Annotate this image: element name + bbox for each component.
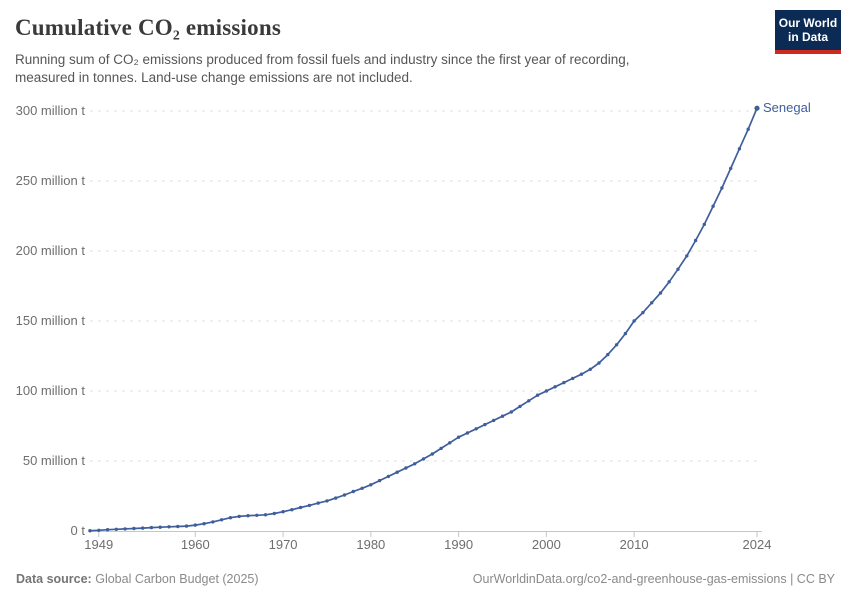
x-axis-label: 2000	[531, 537, 561, 552]
x-axis-label: 1980	[356, 537, 386, 552]
x-axis-label: 1970	[268, 537, 298, 552]
y-axis-label: 100 million t	[15, 383, 85, 398]
chart-subtitle-line1: Running sum of CO₂ emissions produced fr…	[15, 52, 630, 67]
gridlines	[90, 110, 762, 462]
y-axis-label: 0 t	[70, 523, 85, 538]
y-axis-label: 150 million t	[15, 313, 85, 328]
footer-link[interactable]: OurWorldinData.org/co2-and-greenhouse-ga…	[472, 572, 835, 586]
data-line-senegal[interactable]	[89, 107, 758, 532]
chart-subtitle-line2: measured in tonnes. Land-use change emis…	[15, 69, 413, 85]
y-axis-label: 300 million t	[15, 103, 85, 118]
data-source-label: Data source:	[16, 572, 92, 586]
data-points	[88, 105, 760, 533]
y-axis-label: 50 million t	[22, 453, 85, 468]
y-axis-label: 250 million t	[15, 173, 85, 188]
y-axis-label: 200 million t	[15, 243, 85, 258]
x-axis-label: 2010	[619, 537, 649, 552]
x-axis-label: 2024	[742, 537, 772, 552]
owid-logo-line1: Our World	[778, 16, 838, 30]
owid-logo-line2: in Data	[787, 30, 828, 44]
data-source-value: Global Carbon Budget (2025)	[95, 572, 259, 586]
owid-logo[interactable]: Our World in Data	[775, 10, 841, 54]
x-axis-label: 1960	[180, 537, 210, 552]
x-axis-label: 1990	[444, 537, 474, 552]
chart-footer: Data source: Global Carbon Budget (2025)…	[16, 572, 835, 586]
data-source: Data source: Global Carbon Budget (2025)	[16, 572, 259, 586]
series-label-senegal[interactable]: Senegal	[763, 100, 811, 116]
chart-subtitle: Running sum of CO₂ emissions produced fr…	[15, 51, 630, 86]
x-axis-label: 1949	[84, 537, 114, 552]
chart-title: Cumulative CO₂ emissions	[15, 15, 281, 40]
x-axis-ticks	[98, 532, 758, 537]
